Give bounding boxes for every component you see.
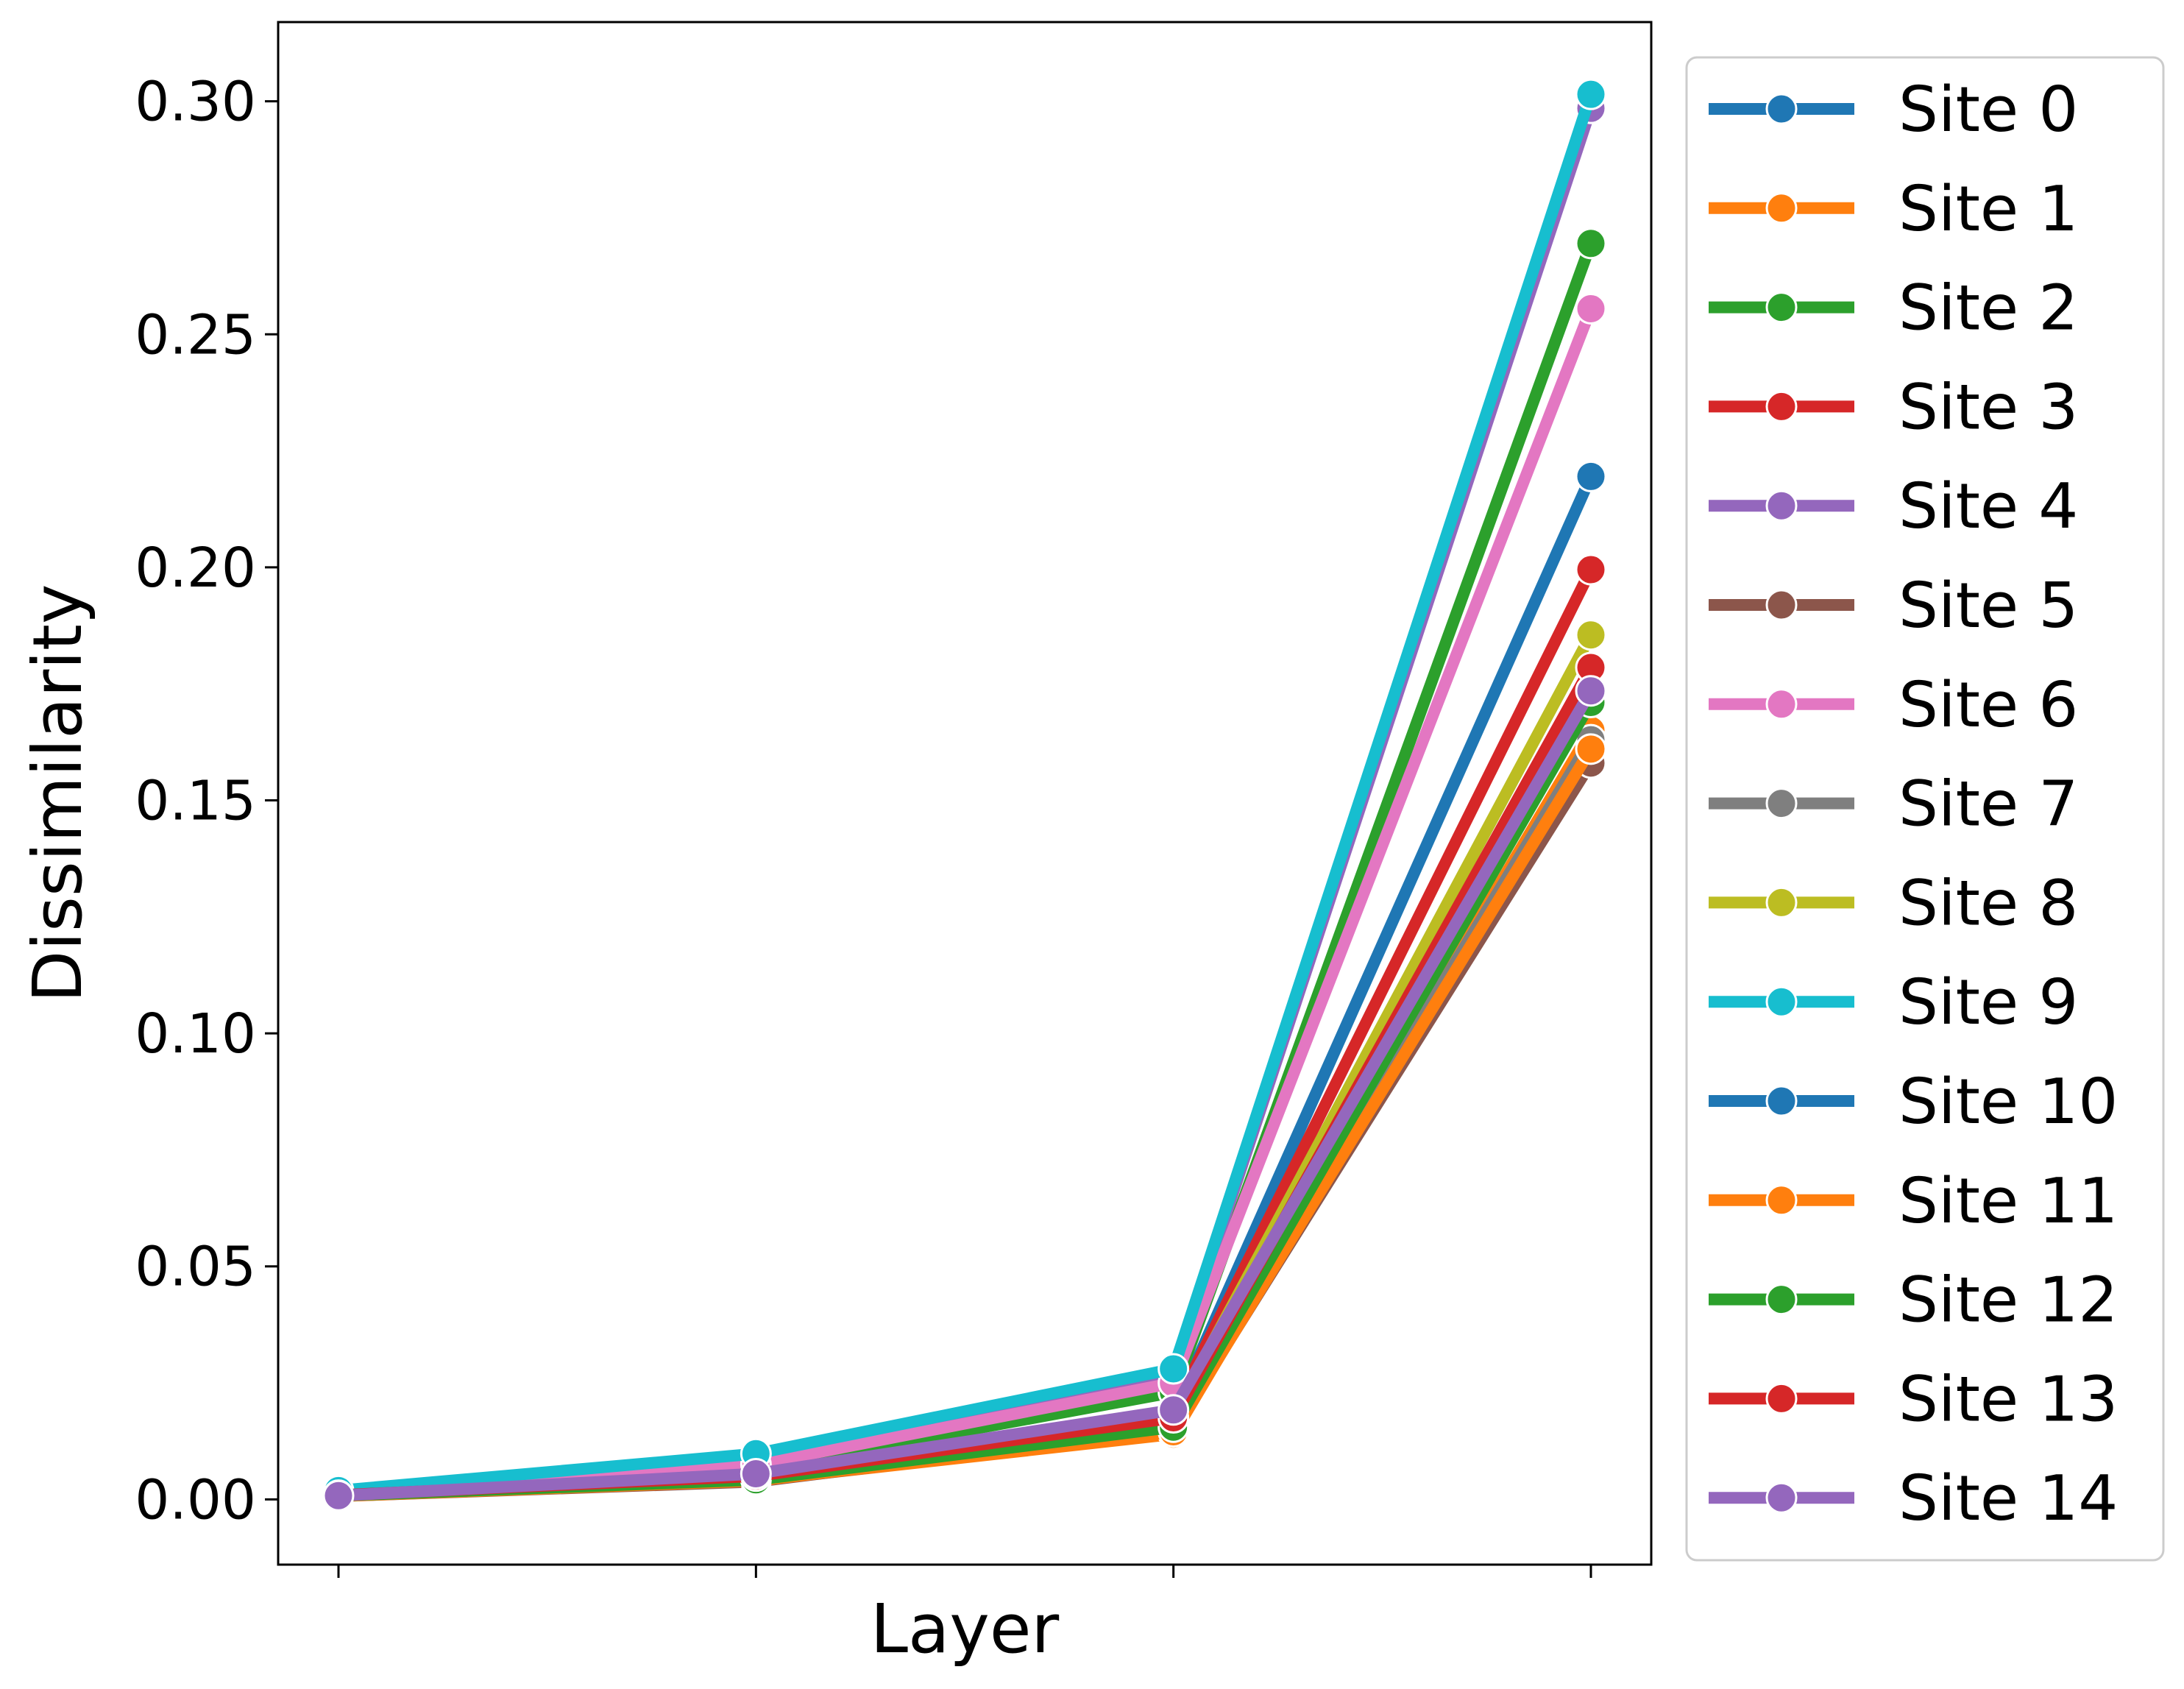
data-point bbox=[322, 1479, 355, 1512]
data-point bbox=[1575, 292, 1607, 325]
legend-marker bbox=[1765, 489, 1798, 522]
legend-entry: Site 1 bbox=[1709, 173, 2078, 246]
data-point bbox=[740, 1458, 772, 1490]
data-point bbox=[1575, 553, 1607, 586]
legend-entry: Site 4 bbox=[1709, 470, 2078, 543]
legend-label: Site 9 bbox=[1898, 966, 2078, 1039]
data-point bbox=[1157, 1394, 1190, 1426]
legend-entry: Site 9 bbox=[1709, 966, 2078, 1039]
legend-entry: Site 12 bbox=[1709, 1264, 2118, 1337]
plot-frame bbox=[277, 21, 1653, 1566]
legend-label: Site 12 bbox=[1898, 1264, 2118, 1337]
legend-label: Site 2 bbox=[1898, 272, 2078, 345]
legend-marker bbox=[1765, 93, 1798, 125]
legend-marker bbox=[1765, 1481, 1798, 1514]
legend-label: Site 0 bbox=[1898, 74, 2078, 146]
legend-entry: Site 2 bbox=[1709, 272, 2078, 345]
x-axis bbox=[337, 1565, 1592, 1578]
legend-entry: Site 11 bbox=[1709, 1165, 2118, 1238]
legend-label: Site 10 bbox=[1898, 1066, 2118, 1139]
legend-marker bbox=[1765, 688, 1798, 720]
series-line bbox=[333, 88, 1597, 1497]
legend-entry: Site 3 bbox=[1709, 371, 2078, 444]
y-tick-label: 0.15 bbox=[135, 769, 256, 832]
legend-entry: Site 13 bbox=[1709, 1363, 2118, 1436]
y-tick-label: 0.25 bbox=[135, 303, 256, 367]
legend-marker bbox=[1765, 291, 1798, 324]
legend-label: Site 6 bbox=[1898, 669, 2078, 742]
data-point bbox=[1575, 78, 1607, 110]
y-tick-label: 0.10 bbox=[135, 1002, 256, 1066]
legend-label: Site 7 bbox=[1898, 768, 2078, 841]
y-tick-label: 0.00 bbox=[135, 1468, 256, 1532]
legend-label: Site 1 bbox=[1898, 173, 2078, 246]
series-line bbox=[333, 684, 1597, 1502]
y-tick-label: 0.20 bbox=[135, 537, 256, 600]
legend-marker bbox=[1765, 192, 1798, 224]
series-layer bbox=[322, 78, 1607, 1512]
y-axis: 0.00 0.05 0.10 0.15 0.20 0.25 0.30 bbox=[135, 71, 278, 1532]
legend-label: Site 8 bbox=[1898, 867, 2078, 940]
legend-label: Site 3 bbox=[1898, 371, 2078, 444]
legend-marker bbox=[1765, 1283, 1798, 1316]
legend-entry: Site 5 bbox=[1709, 570, 2078, 642]
legend-marker bbox=[1765, 1085, 1798, 1117]
legend-entry: Site 0 bbox=[1709, 74, 2078, 146]
legend-marker bbox=[1765, 1382, 1798, 1414]
legend-label: Site 13 bbox=[1898, 1363, 2118, 1436]
x-axis-label: Layer bbox=[871, 1590, 1060, 1668]
legend-entry: Site 6 bbox=[1709, 669, 2078, 742]
data-point bbox=[1157, 1353, 1190, 1385]
data-point bbox=[1575, 619, 1607, 651]
legend-label: Site 14 bbox=[1898, 1462, 2118, 1535]
series-14 bbox=[322, 675, 1607, 1512]
legend-entry: Site 8 bbox=[1709, 867, 2078, 940]
data-point bbox=[1575, 460, 1607, 492]
legend-marker bbox=[1765, 985, 1798, 1018]
legend-label: Site 11 bbox=[1898, 1165, 2118, 1238]
y-tick-label: 0.30 bbox=[135, 71, 256, 134]
legend-entry: Site 10 bbox=[1709, 1066, 2118, 1139]
legend-marker bbox=[1765, 1184, 1798, 1217]
legend: Site 0 Site 1 Site 2 Site 3 Site 4 Site 5 Site… bbox=[1685, 56, 2165, 1562]
series-line bbox=[333, 302, 1597, 1499]
legend-label: Site 4 bbox=[1898, 470, 2078, 543]
data-point bbox=[1575, 675, 1607, 707]
data-point bbox=[1575, 733, 1607, 765]
y-axis-label: Dissimilarity bbox=[18, 584, 97, 1003]
plot-area bbox=[322, 78, 1607, 1512]
legend-frame bbox=[1685, 56, 2165, 1562]
legend-marker bbox=[1765, 787, 1798, 820]
legend-marker bbox=[1765, 390, 1798, 422]
data-point bbox=[1575, 227, 1607, 260]
legend-marker bbox=[1765, 886, 1798, 918]
legend-label: Site 5 bbox=[1898, 570, 2078, 642]
legend-entry: Site 14 bbox=[1709, 1462, 2118, 1535]
y-tick-label: 0.05 bbox=[135, 1236, 256, 1299]
legend-entry: Site 7 bbox=[1709, 768, 2078, 841]
legend-marker bbox=[1765, 589, 1798, 621]
